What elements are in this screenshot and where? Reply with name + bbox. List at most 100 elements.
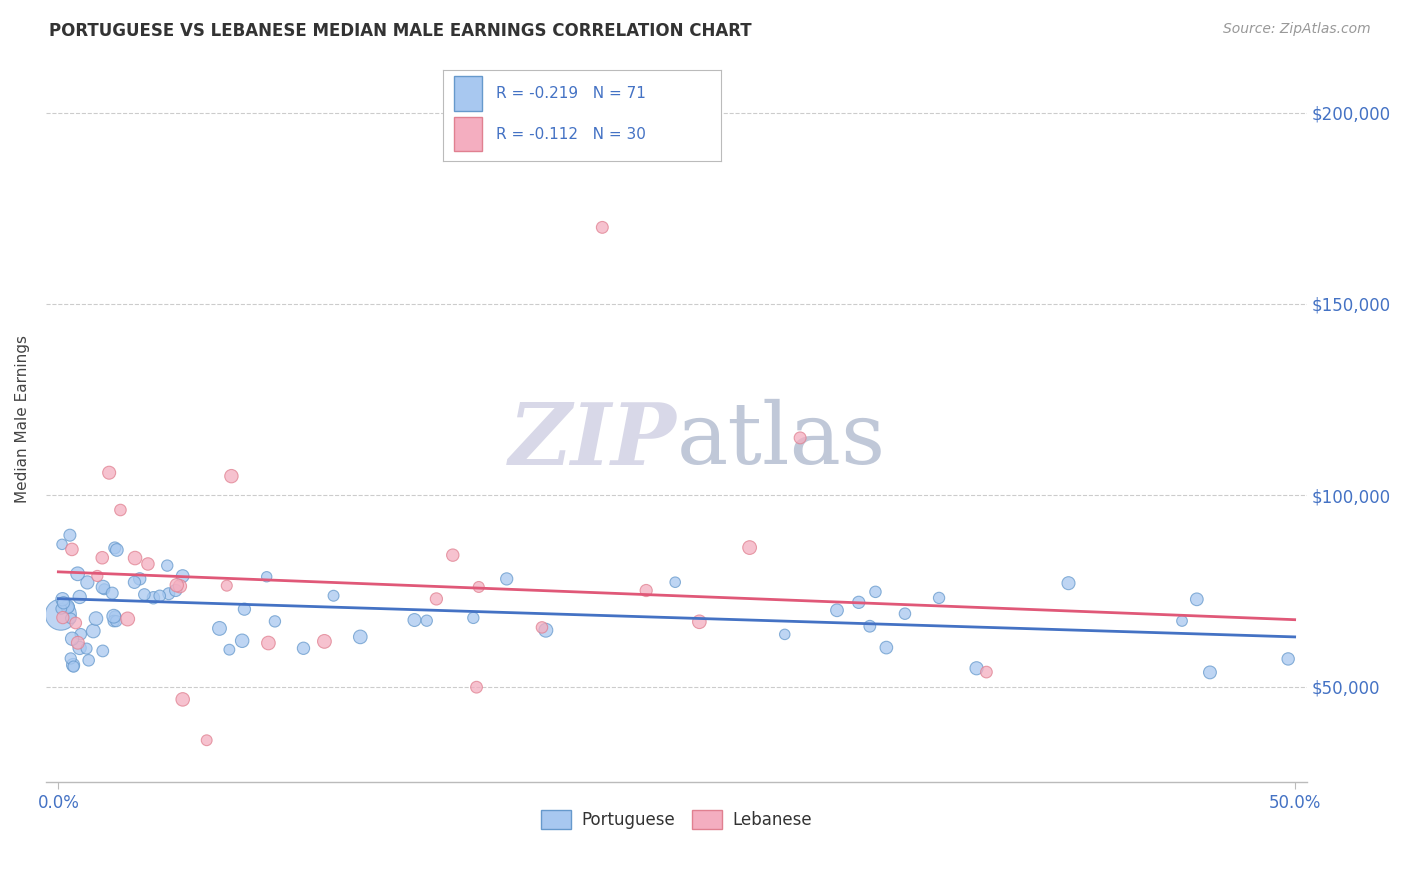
Point bbox=[117, 612, 139, 626]
Point bbox=[93, 582, 115, 597]
Point bbox=[65, 615, 87, 630]
Point bbox=[463, 611, 485, 625]
Point bbox=[51, 601, 73, 615]
Point bbox=[157, 587, 180, 601]
Point bbox=[66, 636, 89, 650]
Point bbox=[59, 528, 82, 542]
Point bbox=[468, 580, 491, 594]
Point bbox=[349, 630, 371, 644]
Point bbox=[91, 550, 114, 565]
Point bbox=[128, 572, 150, 586]
Point bbox=[264, 615, 287, 629]
Point bbox=[865, 585, 887, 599]
Point bbox=[215, 579, 238, 593]
Point bbox=[58, 600, 80, 615]
Point bbox=[221, 469, 243, 483]
Point bbox=[425, 591, 447, 606]
Point bbox=[1199, 665, 1222, 680]
Point bbox=[894, 607, 917, 621]
Point bbox=[789, 431, 811, 445]
Point bbox=[966, 661, 988, 675]
Point bbox=[773, 627, 796, 641]
Point bbox=[124, 551, 146, 566]
Point bbox=[76, 641, 98, 656]
Point bbox=[69, 590, 91, 604]
Text: atlas: atlas bbox=[676, 399, 886, 483]
Point bbox=[591, 220, 613, 235]
Point bbox=[195, 733, 218, 747]
Point bbox=[52, 610, 75, 624]
Point bbox=[136, 557, 159, 571]
Point bbox=[231, 633, 253, 648]
Point bbox=[91, 580, 114, 594]
Point bbox=[688, 615, 710, 629]
Point bbox=[314, 634, 336, 648]
Point bbox=[534, 624, 557, 638]
Point bbox=[62, 658, 84, 673]
Point bbox=[142, 591, 165, 605]
Point bbox=[49, 607, 72, 622]
Point bbox=[292, 641, 315, 656]
Point bbox=[82, 624, 104, 638]
Point bbox=[322, 589, 344, 603]
Point bbox=[169, 579, 191, 593]
Point bbox=[59, 611, 82, 625]
Point bbox=[530, 620, 553, 634]
Point bbox=[59, 651, 82, 665]
Point bbox=[77, 653, 100, 667]
Y-axis label: Median Male Earnings: Median Male Earnings bbox=[15, 334, 30, 503]
Point bbox=[69, 640, 91, 655]
Point bbox=[60, 632, 83, 646]
Point bbox=[172, 569, 194, 583]
Point bbox=[98, 466, 121, 480]
Point bbox=[218, 642, 240, 657]
Point bbox=[1277, 652, 1299, 666]
Point bbox=[976, 665, 998, 679]
Point bbox=[69, 627, 91, 641]
Point bbox=[257, 636, 280, 650]
Point bbox=[101, 586, 124, 600]
Point bbox=[84, 611, 107, 625]
Point bbox=[233, 602, 256, 616]
Point bbox=[60, 542, 83, 557]
Point bbox=[66, 566, 89, 581]
Point bbox=[103, 609, 125, 624]
Point bbox=[416, 614, 439, 628]
Point bbox=[86, 569, 108, 583]
Point bbox=[56, 599, 79, 614]
Point bbox=[105, 543, 128, 558]
Point bbox=[52, 596, 75, 610]
Point bbox=[156, 558, 179, 573]
Point bbox=[848, 595, 870, 609]
Point bbox=[875, 640, 897, 655]
Point bbox=[149, 589, 172, 603]
Text: PORTUGUESE VS LEBANESE MEDIAN MALE EARNINGS CORRELATION CHART: PORTUGUESE VS LEBANESE MEDIAN MALE EARNI… bbox=[49, 22, 752, 40]
Point bbox=[110, 503, 132, 517]
Point bbox=[104, 609, 127, 624]
Legend: Portuguese, Lebanese: Portuguese, Lebanese bbox=[534, 804, 818, 836]
Point bbox=[208, 622, 231, 636]
Point bbox=[91, 644, 114, 658]
Point bbox=[859, 619, 882, 633]
Point bbox=[441, 548, 464, 562]
Point bbox=[256, 570, 278, 584]
Point bbox=[76, 575, 98, 590]
Point bbox=[636, 583, 658, 598]
Point bbox=[105, 614, 128, 628]
Point bbox=[172, 692, 194, 706]
Point bbox=[103, 614, 125, 628]
Point bbox=[404, 613, 426, 627]
Point bbox=[1185, 592, 1208, 607]
Point bbox=[738, 541, 761, 555]
Point bbox=[465, 680, 488, 694]
Point bbox=[495, 572, 517, 586]
Point bbox=[51, 592, 73, 607]
Point bbox=[1057, 576, 1080, 591]
Point bbox=[928, 591, 950, 605]
Point bbox=[664, 575, 686, 590]
Point bbox=[165, 583, 187, 598]
Point bbox=[51, 537, 73, 551]
Point bbox=[825, 603, 848, 617]
Point bbox=[124, 575, 146, 590]
Point bbox=[134, 588, 156, 602]
